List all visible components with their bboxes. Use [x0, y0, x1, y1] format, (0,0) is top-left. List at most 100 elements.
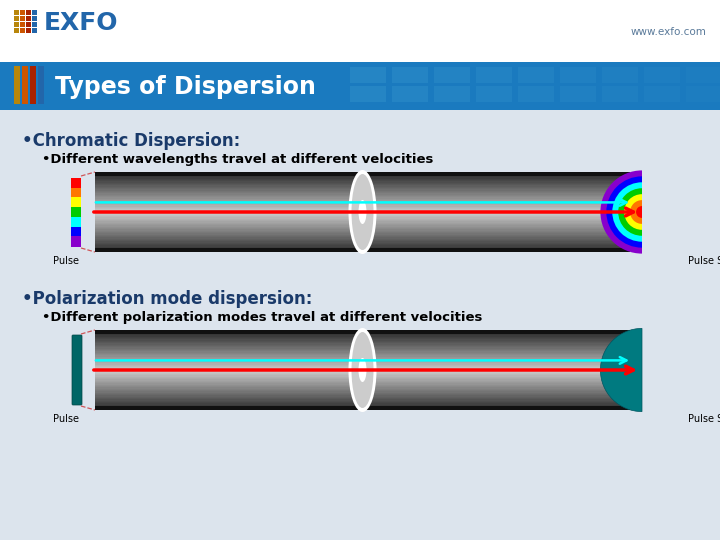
Bar [434, 67, 470, 83]
Text: Pulse: Pulse [53, 414, 79, 424]
Ellipse shape [351, 332, 374, 408]
Bar [95, 400, 630, 401]
Bar [95, 381, 630, 382]
Bar [95, 409, 630, 410]
Bar [95, 346, 630, 348]
Bar [0, 0, 720, 62]
Bar [95, 220, 630, 222]
Bar [518, 86, 554, 102]
Bar [95, 386, 630, 388]
Bar [95, 406, 630, 410]
Bar [95, 227, 630, 228]
Bar [95, 364, 630, 367]
Bar [95, 208, 630, 210]
Bar [14, 22, 19, 27]
Bar [95, 353, 630, 354]
Bar [95, 205, 630, 207]
Bar [95, 228, 630, 230]
Bar [95, 389, 630, 390]
Bar [20, 10, 25, 15]
Bar [0, 62, 720, 110]
Bar [95, 332, 630, 333]
Bar [95, 196, 630, 198]
Bar [95, 176, 630, 178]
Bar [95, 232, 630, 234]
Bar [434, 86, 470, 102]
Bar [95, 338, 630, 340]
Bar [95, 356, 630, 359]
Bar [95, 395, 630, 397]
Bar [95, 362, 630, 364]
Wedge shape [624, 194, 642, 230]
Bar [95, 382, 630, 384]
Bar [95, 240, 630, 242]
Bar [95, 248, 630, 252]
Bar [95, 330, 630, 334]
Bar [20, 16, 25, 21]
Bar [95, 202, 630, 205]
Bar [32, 16, 37, 21]
Text: www.exfo.com: www.exfo.com [630, 27, 706, 37]
Bar [95, 233, 630, 235]
Bar [95, 393, 630, 395]
Bar [95, 210, 630, 211]
Bar [95, 199, 630, 200]
Bar [95, 180, 630, 182]
Bar [95, 231, 630, 233]
Bar [95, 187, 630, 188]
Bar [71, 188, 81, 198]
Wedge shape [600, 328, 642, 411]
Bar [95, 336, 630, 339]
Bar [22, 66, 28, 104]
Ellipse shape [359, 200, 366, 224]
Bar [95, 225, 630, 227]
Bar [26, 16, 31, 21]
Ellipse shape [351, 174, 374, 250]
Text: Types of Dispersion: Types of Dispersion [55, 75, 316, 99]
Bar [95, 378, 630, 380]
Bar [95, 224, 630, 226]
Bar [95, 249, 630, 251]
Bar [95, 342, 630, 344]
Bar [95, 350, 630, 352]
Bar [95, 185, 630, 187]
Bar [95, 390, 630, 392]
FancyBboxPatch shape [72, 335, 82, 405]
Bar [95, 401, 630, 402]
Bar [95, 213, 630, 215]
Bar [14, 28, 19, 33]
Bar [95, 251, 630, 253]
Bar [95, 374, 630, 376]
Bar [95, 352, 630, 353]
Bar [95, 248, 630, 250]
Bar [95, 222, 630, 225]
Bar [686, 67, 720, 83]
Bar [95, 394, 630, 396]
Bar [95, 239, 630, 240]
Bar [95, 238, 630, 239]
Bar [95, 392, 630, 393]
Bar [38, 66, 44, 104]
Bar [14, 16, 19, 21]
Bar [95, 377, 630, 379]
Bar [20, 28, 25, 33]
Bar [95, 211, 630, 213]
Bar [26, 22, 31, 27]
Bar [95, 172, 630, 174]
Bar [26, 28, 31, 33]
Bar [95, 177, 630, 179]
Bar [95, 236, 630, 238]
Bar [95, 407, 630, 409]
Text: Pulse: Pulse [53, 256, 79, 266]
Bar [32, 22, 37, 27]
Bar [95, 339, 630, 341]
Bar [95, 241, 630, 243]
Text: EXFO: EXFO [44, 11, 119, 35]
Wedge shape [618, 188, 642, 236]
Bar [95, 347, 630, 349]
Bar [644, 67, 680, 83]
Bar [392, 86, 428, 102]
Bar [95, 188, 630, 190]
Bar [95, 217, 630, 219]
Bar [518, 67, 554, 83]
